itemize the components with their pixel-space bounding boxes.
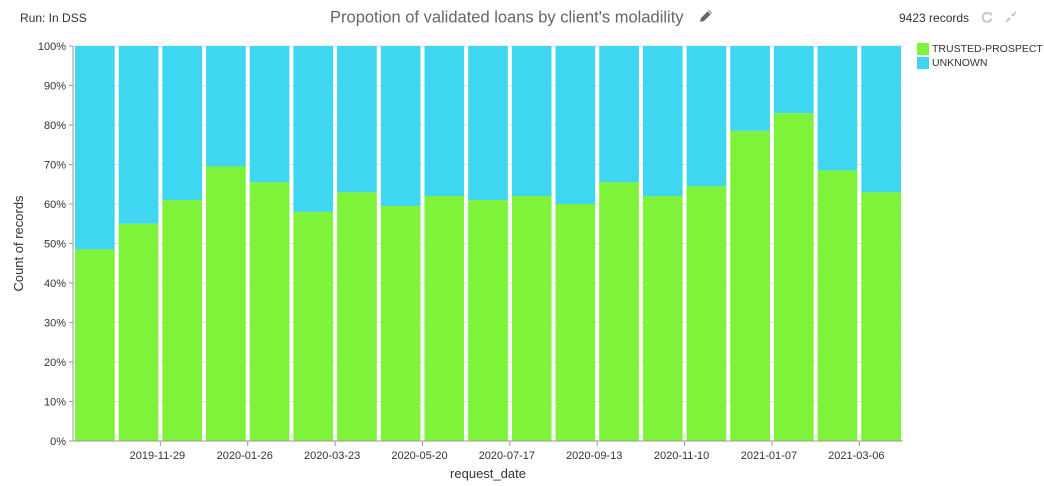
bar-unknown (773, 46, 814, 114)
legend: TRUSTED-PROSPECT UNKNOWN (917, 42, 1043, 70)
refresh-icon[interactable] (981, 10, 993, 29)
pencil-icon[interactable] (698, 8, 714, 29)
bar-trusted-prospect (817, 170, 858, 442)
chart-title[interactable]: Propotion of validated loans by client's… (330, 8, 684, 27)
y-tick-label: 30% (44, 318, 66, 330)
legend-swatch-unknown (917, 57, 929, 69)
y-tick-label: 50% (44, 239, 66, 251)
bar-trusted-prospect (75, 249, 115, 441)
bar-trusted-prospect (773, 113, 814, 442)
y-tick-label: 100% (38, 41, 66, 53)
bar-unknown (511, 46, 552, 197)
y-tick-label: 80% (44, 120, 66, 132)
bar-trusted-prospect (424, 196, 465, 441)
x-tick-label: 2020-05-20 (391, 450, 447, 462)
collapse-arrows-icon[interactable] (1005, 10, 1017, 29)
bar-trusted-prospect (861, 192, 901, 441)
bar-trusted-prospect (293, 211, 334, 441)
bar-trusted-prospect (730, 130, 770, 442)
y-tick-label: 70% (44, 160, 66, 172)
y-tick-label: 10% (44, 397, 66, 409)
bar-unknown (337, 46, 377, 193)
bar-trusted-prospect (686, 186, 727, 441)
title-bar: Propotion of validated loans by client's… (0, 8, 1044, 29)
y-tick-label: 60% (44, 199, 66, 211)
bar-trusted-prospect (249, 182, 290, 441)
x-tick-label: 2021-03-06 (828, 450, 884, 462)
bar-trusted-prospect (162, 200, 203, 441)
bar-unknown (861, 46, 901, 193)
x-tick-label: 2021-01-07 (741, 450, 797, 462)
legend-swatch-trusted (917, 43, 929, 55)
x-tick-label: 2020-07-17 (479, 450, 535, 462)
bar-unknown (730, 46, 770, 131)
y-tick-label: 20% (44, 357, 66, 369)
bar-unknown (642, 46, 683, 197)
bar-unknown (817, 46, 858, 171)
bar-unknown (162, 46, 203, 201)
record-count: 9423 records (899, 11, 970, 25)
bar-trusted-prospect (511, 196, 552, 441)
bar-trusted-prospect (380, 205, 421, 441)
legend-item-trusted-prospect[interactable]: TRUSTED-PROSPECT (917, 42, 1043, 56)
y-axis-label: Count of records (11, 195, 26, 292)
bar-unknown (75, 46, 115, 250)
bar-unknown (249, 46, 290, 183)
bar-unknown (555, 46, 596, 204)
legend-label-trusted: TRUSTED-PROSPECT (932, 43, 1043, 55)
y-tick-label: 90% (44, 81, 66, 93)
legend-label-unknown: UNKNOWN (932, 57, 988, 69)
y-tick-label: 40% (44, 278, 66, 290)
bar-unknown (293, 46, 334, 212)
bar-trusted-prospect (555, 204, 596, 441)
bar-trusted-prospect (206, 166, 246, 441)
bar-unknown (468, 46, 508, 201)
bar-unknown (599, 46, 639, 183)
x-axis-label: request_date (450, 466, 526, 481)
bar-trusted-prospect (337, 192, 377, 441)
x-tick-label: 2020-11-10 (654, 450, 709, 462)
bar-unknown (424, 46, 465, 197)
x-tick-label: 2020-01-26 (217, 450, 273, 462)
bar-unknown (380, 46, 421, 206)
bar-trusted-prospect (118, 223, 159, 441)
x-tick-label: 2019-11-29 (130, 450, 185, 462)
legend-item-unknown[interactable]: UNKNOWN (917, 56, 1043, 70)
bar-trusted-prospect (468, 200, 508, 441)
bar-unknown (118, 46, 159, 224)
bar-unknown (686, 46, 727, 187)
bar-trusted-prospect (642, 196, 683, 441)
run-status: Run: In DSS (20, 11, 87, 25)
y-tick-label: 0% (50, 436, 66, 448)
bar-unknown (206, 46, 246, 167)
x-tick-label: 2020-09-13 (566, 450, 622, 462)
bar-trusted-prospect (599, 182, 639, 441)
x-tick-label: 2020-03-23 (304, 450, 360, 462)
